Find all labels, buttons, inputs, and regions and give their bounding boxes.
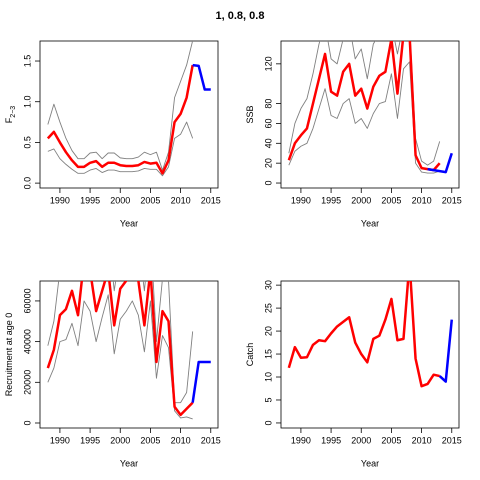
panel: 1990 1995 2000 2005 2010 2015 0 5 10 15 20 25 30 Year…: [245, 280, 462, 468]
x-tick-label: 2015: [201, 195, 221, 205]
x-tick-label: 2000: [351, 195, 371, 205]
y-axis-label: Catch: [245, 343, 255, 367]
x-tick-label: 1990: [291, 435, 311, 445]
x-axis-label: Year: [120, 458, 138, 468]
panel: 1990 1995 2000 2005 2010 2015 0 20 40 60 80 120 Year…: [245, 40, 462, 228]
interval-line: [47, 121, 194, 177]
y-tick-label: 30: [263, 280, 273, 290]
series-line: [438, 319, 454, 383]
series-line: [287, 41, 441, 172]
figure-title: 1, 0.8, 0.8: [216, 10, 265, 22]
y-tick-label: 1.5: [22, 55, 32, 68]
x-tick-label: 2010: [412, 195, 432, 205]
series-line: [191, 360, 211, 403]
y-axis-label: SSB: [245, 105, 255, 123]
series-line: [287, 281, 440, 388]
x-tick-label: 2010: [412, 435, 432, 445]
y-axis-label-main: Catch: [245, 343, 255, 367]
x-tick-label: 1990: [291, 195, 311, 205]
x-tick-label: 1990: [50, 435, 70, 445]
y-tick-label: 20: [263, 326, 273, 336]
x-tick-label: 1995: [321, 435, 341, 445]
x-tick-label: 2000: [110, 195, 130, 205]
y-tick-label: 120: [263, 56, 273, 71]
y-axis-label-main: SSB: [245, 105, 255, 123]
y-tick-label: 5: [263, 397, 273, 402]
y-tick-label: 0: [263, 420, 273, 425]
series-line: [46, 281, 194, 417]
x-tick-label: 2015: [442, 435, 462, 445]
y-tick-label: 40000: [22, 329, 32, 354]
y-tick-label: 60: [263, 118, 273, 128]
x-axis-label: Year: [120, 218, 138, 228]
series-line: [46, 64, 194, 175]
x-tick-label: 2005: [381, 435, 401, 445]
y-tick-label: 1.0: [22, 95, 32, 108]
y-axis-label-main: Recruitment at age 0: [4, 313, 14, 397]
series-line: [427, 152, 453, 174]
x-axis-label: Year: [361, 458, 379, 468]
x-tick-label: 2005: [140, 435, 160, 445]
plot-frame: [39, 280, 219, 429]
series-line: [192, 63, 211, 91]
x-tick-label: 2015: [201, 435, 221, 445]
x-tick-label: 2005: [140, 195, 160, 205]
x-tick-label: 2010: [171, 435, 191, 445]
y-axis-label: F2−3: [4, 106, 16, 123]
x-tick-label: 1990: [50, 195, 70, 205]
y-tick-label: 0: [22, 420, 32, 425]
y-tick-label: 80: [263, 99, 273, 109]
x-axis-label: Year: [361, 218, 379, 228]
y-tick-label: 20: [263, 158, 273, 168]
x-tick-label: 1995: [321, 195, 341, 205]
panel: 1990 1995 2000 2005 2010 2015 0.0 0.5 1.0 1.5 Year…: [4, 40, 221, 228]
y-axis-label-main: F: [4, 117, 14, 123]
y-tick-label: 20000: [22, 370, 32, 395]
y-tick-label: 10: [263, 372, 273, 382]
x-tick-label: 1995: [80, 195, 100, 205]
x-tick-label: 2010: [171, 195, 191, 205]
y-tick-label: 0.5: [22, 136, 32, 149]
y-tick-label: 60000: [22, 288, 32, 313]
interval-line: [47, 294, 193, 420]
x-tick-label: 1995: [80, 435, 100, 445]
y-axis-label: Recruitment at age 0: [4, 313, 14, 397]
interval-line: [47, 41, 194, 171]
y-tick-label: 25: [263, 303, 273, 313]
y-tick-label: 40: [263, 138, 273, 148]
x-tick-label: 2000: [351, 435, 371, 445]
panel: 1990 1995 2000 2005 2010 2015 0 20000 40000 60000…: [4, 280, 221, 468]
x-tick-label: 2005: [381, 195, 401, 205]
x-tick-label: 2000: [110, 435, 130, 445]
plot-frame: [39, 40, 219, 189]
x-tick-label: 2015: [442, 195, 462, 205]
lines: [46, 281, 211, 420]
plot-frame: [280, 280, 460, 429]
y-axis-label-sub: 2−3: [10, 106, 17, 118]
plot-frame: [280, 40, 460, 189]
lines: [46, 41, 211, 177]
y-tick-label: 0: [263, 181, 273, 186]
lines: [287, 41, 453, 174]
lines: [287, 281, 454, 388]
y-tick-label: 0.0: [22, 177, 32, 190]
y-tick-label: 15: [263, 349, 273, 359]
